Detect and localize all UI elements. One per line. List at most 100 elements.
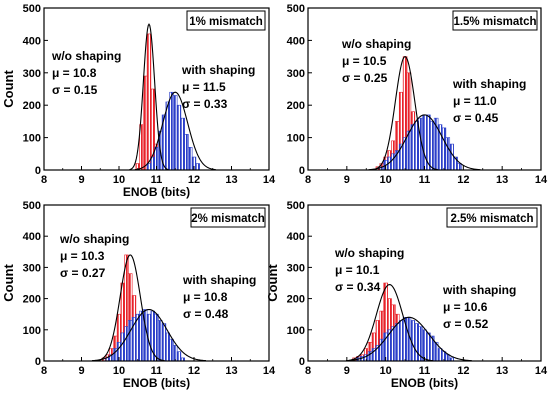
y-axis-label: Count (265, 264, 280, 302)
wo-shaping-name-label: w/o shaping (51, 49, 121, 63)
with-shaping-bar (449, 143, 454, 171)
with-shaping-sigma-label: σ = 0.48 (183, 307, 229, 321)
wo-shaping-bar (146, 33, 152, 171)
x-tick-label: 13 (496, 365, 508, 377)
x-tick-label: 13 (225, 174, 237, 186)
with-shaping-bar (165, 332, 170, 362)
x-tick-label: 8 (41, 365, 47, 377)
y-tick-label: 400 (23, 231, 41, 243)
with-shaping-bar (169, 338, 174, 362)
x-tick-label: 11 (419, 365, 431, 377)
with-shaping-sigma-label: σ = 0.45 (453, 111, 499, 125)
y-tick-label: 100 (23, 325, 41, 337)
with-shaping-bar (406, 130, 412, 171)
x-tick-label: 8 (41, 174, 47, 186)
with-shaping-bar (195, 163, 200, 171)
with-shaping-fit-curve (134, 91, 216, 171)
with-shaping-fit-curve (368, 114, 481, 171)
x-tick-label: 12 (188, 174, 200, 186)
x-tick-label: 10 (113, 174, 125, 186)
with-shaping-bar (146, 163, 152, 171)
with-shaping-bar (445, 137, 451, 171)
y-tick-label: 0 (299, 356, 305, 368)
with-shaping-bar (173, 95, 178, 171)
with-shaping-bar (169, 91, 174, 171)
x-tick-label: 10 (380, 174, 392, 186)
title-box (446, 207, 538, 228)
y-tick-label: 300 (287, 68, 305, 80)
with-shaping-bar (457, 163, 462, 171)
with-shaping-bar (139, 310, 144, 362)
with-shaping-bar (158, 320, 163, 362)
with-shaping-bar (437, 348, 443, 362)
y-tick-label: 500 (23, 200, 41, 212)
with-shaping-name-label: with shaping (442, 283, 516, 297)
with-shaping-bar (422, 114, 427, 171)
x-tick-label: 11 (419, 174, 431, 186)
title-box (186, 10, 266, 31)
x-tick-label: 14 (535, 365, 548, 377)
x-tick-label: 8 (305, 365, 311, 377)
wo-shaping-sigma-label: σ = 0.34 (335, 280, 381, 294)
panel-title: 1.5% mismatch (453, 16, 536, 28)
with-shaping-fit-curve (91, 308, 207, 362)
with-shaping-bar (180, 117, 185, 171)
wo-shaping-name-label: w/o shaping (341, 37, 411, 51)
with-shaping-bar (398, 320, 404, 362)
y-tick-label: 500 (287, 200, 305, 212)
x-tick-label: 9 (78, 174, 84, 186)
with-shaping-bar (430, 121, 435, 171)
y-tick-label: 400 (23, 35, 41, 47)
wo-shaping-sigma-label: σ = 0.27 (60, 266, 106, 280)
x-tick-label: 11 (151, 174, 163, 186)
x-tick-label: 9 (78, 365, 84, 377)
wo-shaping-mu-label: μ = 10.3 (60, 249, 105, 263)
with-shaping-bar (176, 104, 182, 171)
x-tick-label: 10 (380, 365, 392, 377)
y-tick-label: 300 (23, 68, 41, 80)
wo-shaping-sigma-label: σ = 0.25 (342, 71, 388, 85)
x-tick-label: 14 (263, 365, 276, 377)
x-tick-label: 9 (344, 174, 350, 186)
panel-4: 8 9 10 11 12 13 14 0 100 200 300 400 500 ENOB (bits) C… (265, 200, 548, 390)
with-shaping-bar (414, 121, 419, 171)
wo-shaping-mu-label: μ = 10.1 (335, 263, 380, 277)
wo-shaping-bar (143, 75, 148, 171)
with-shaping-mu-label: μ = 10.6 (443, 300, 488, 314)
with-shaping-bar (422, 329, 427, 362)
with-shaping-bar (120, 332, 125, 362)
y-tick-label: 0 (35, 165, 41, 177)
wo-shaping-fit-curve (372, 55, 438, 171)
with-shaping-sigma-label: σ = 0.33 (182, 97, 228, 111)
y-tick-label: 200 (23, 294, 41, 306)
with-shaping-bar (154, 313, 159, 362)
x-tick-label: 9 (344, 365, 350, 377)
title-box (190, 207, 266, 228)
x-axis-label: ENOB (bits) (123, 376, 190, 390)
y-tick-label: 500 (287, 3, 305, 15)
y-tick-label: 0 (35, 356, 41, 368)
y-tick-label: 100 (23, 133, 41, 145)
x-tick-label: 13 (225, 365, 237, 377)
x-tick-label: 11 (151, 365, 163, 377)
with-shaping-bar (176, 351, 182, 362)
with-shaping-mu-label: μ = 11.5 (182, 80, 226, 94)
y-tick-label: 400 (287, 35, 305, 47)
with-shaping-name-label: with shaping (182, 273, 256, 287)
panel-2: 8 9 10 11 12 13 14 0 100 200 300 400 500 1.5% mismatc… (287, 3, 548, 186)
wo-shaping-fit-curve (129, 23, 169, 171)
y-tick-label: 200 (23, 100, 41, 112)
x-tick-label: 8 (305, 174, 311, 186)
panel-3: 8 9 10 11 12 13 14 0 100 200 300 400 500 ENOB (bits) C… (1, 200, 276, 390)
with-shaping-name-label: with shaping (452, 77, 526, 91)
wo-shaping-fit-curve (95, 254, 165, 362)
with-shaping-bar (150, 156, 155, 171)
y-tick-label: 300 (287, 262, 305, 274)
with-shaping-bar (173, 345, 178, 362)
x-tick-label: 14 (535, 174, 548, 186)
y-tick-label: 300 (23, 262, 41, 274)
with-shaping-bar (184, 134, 189, 171)
with-shaping-bar (188, 147, 193, 171)
wo-shaping-name-label: w/o shaping (59, 232, 129, 246)
